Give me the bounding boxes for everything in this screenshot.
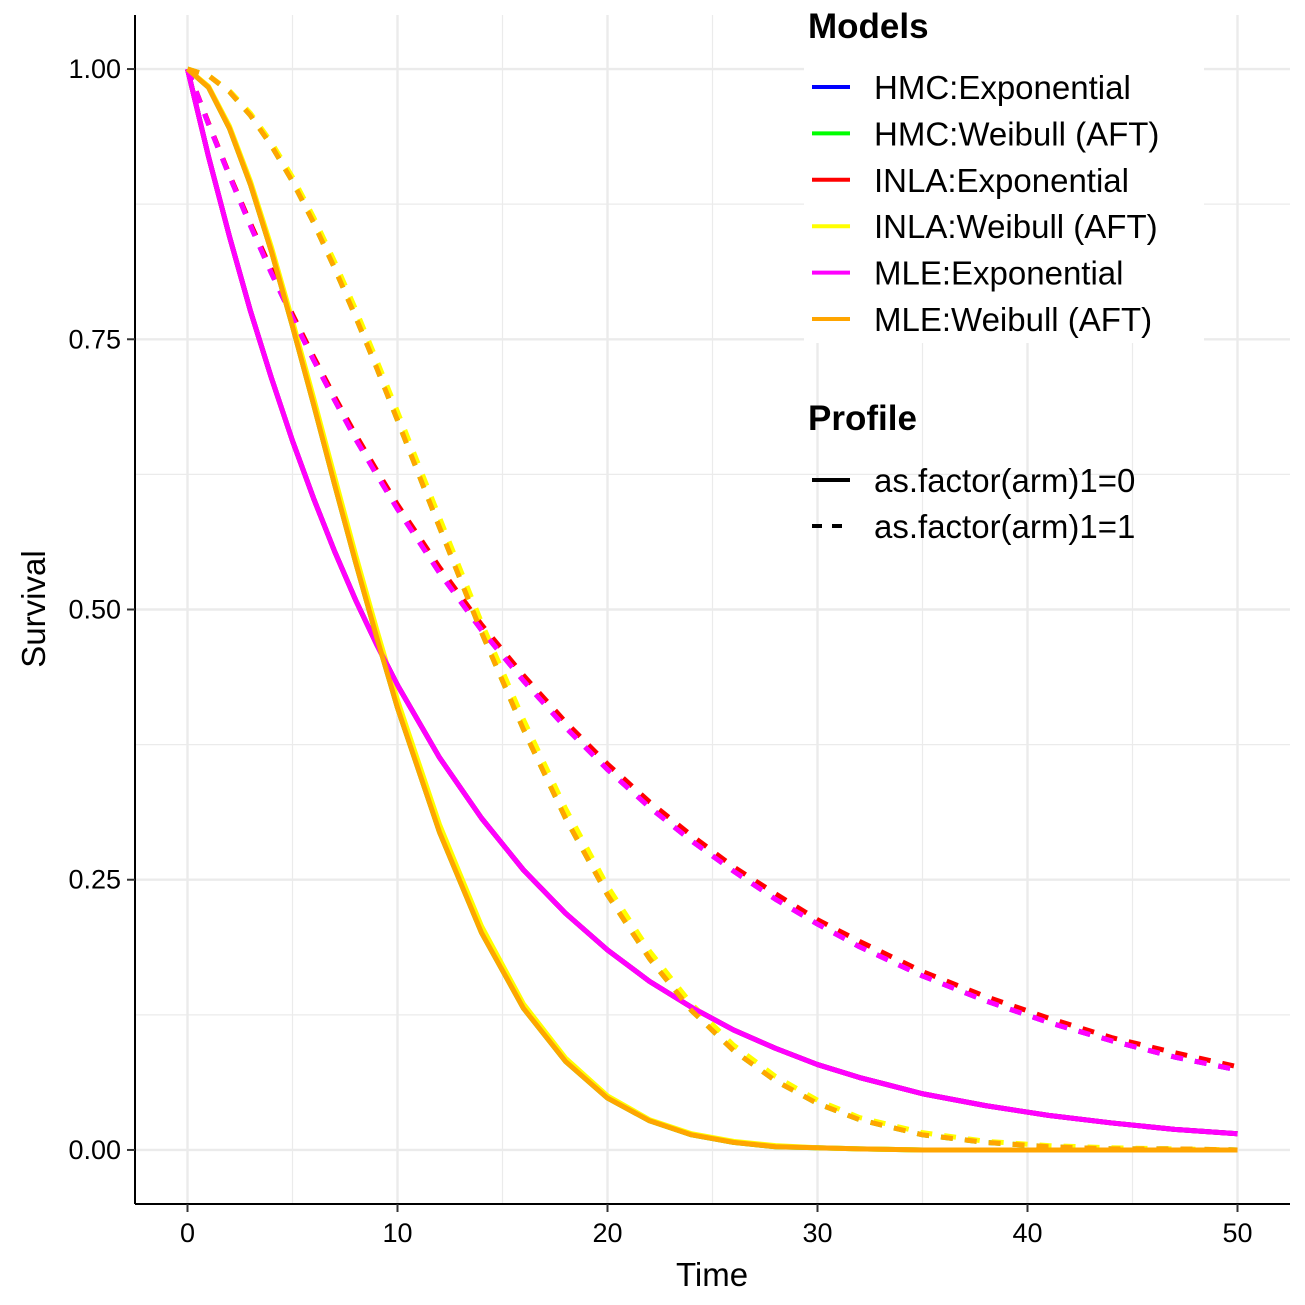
legend-label: HMC:Exponential	[874, 69, 1131, 106]
series-line-10	[185, 67, 1238, 1153]
legend-background	[804, 3, 1204, 343]
legend-label: MLE:Weibull (AFT)	[874, 301, 1152, 338]
series-lines	[185, 66, 1239, 1153]
legend: Models HMC:Exponential HMC:Weibull (AFT) IN…	[804, 3, 1204, 545]
x-tick-label: 10	[382, 1218, 412, 1248]
series-line-8	[185, 68, 1238, 1137]
legend-label: HMC:Weibull (AFT)	[874, 115, 1159, 152]
legend-label: as.factor(arm)1=1	[874, 508, 1135, 545]
y-tick-label: 0.50	[68, 595, 121, 625]
legend-label: INLA:Exponential	[874, 162, 1129, 199]
x-axis-title: Time	[676, 1256, 748, 1293]
x-tick-label: 0	[180, 1218, 195, 1248]
legend-title-models: Models	[808, 7, 929, 46]
y-ticks: 0.00 0.25 0.50 0.75 1.00	[68, 54, 135, 1165]
x-ticks: 0 10 20 30 40 50	[180, 1204, 1253, 1248]
x-tick-label: 20	[592, 1218, 622, 1248]
series-line-7	[186, 66, 1238, 1153]
x-tick-label: 40	[1012, 1218, 1042, 1248]
y-tick-label: 0.75	[68, 324, 121, 354]
legend-label: as.factor(arm)1=0	[874, 462, 1135, 499]
legend-title-profile: Profile	[808, 399, 917, 438]
grid	[135, 15, 1290, 1204]
y-tick-label: 1.00	[68, 54, 121, 84]
y-axis-title: Survival	[15, 550, 52, 667]
y-tick-label: 0.25	[68, 865, 121, 895]
y-tick-label: 0.00	[68, 1135, 121, 1165]
x-tick-label: 30	[802, 1218, 832, 1248]
legend-label: MLE:Exponential	[874, 255, 1123, 292]
series-line-11	[186, 66, 1238, 1153]
x-tick-label: 50	[1222, 1218, 1252, 1248]
legend-label: INLA:Weibull (AFT)	[874, 208, 1158, 245]
